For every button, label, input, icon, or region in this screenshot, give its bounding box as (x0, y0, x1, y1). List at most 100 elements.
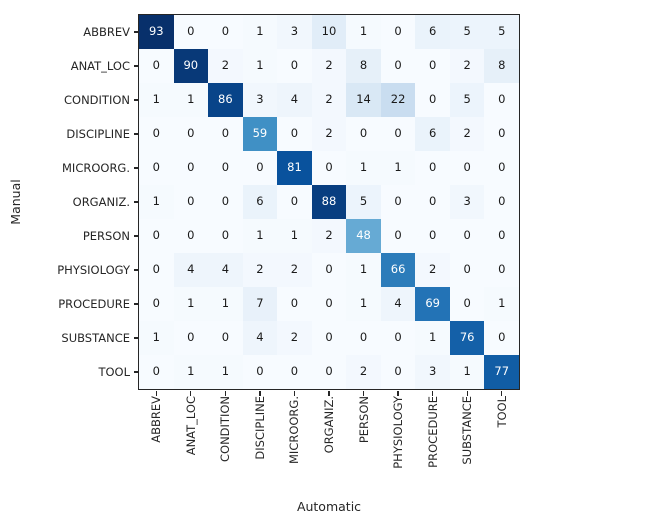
matrix-cell-microorg-microorg: 81 (277, 151, 312, 185)
matrix-cell-abbrev-microorg: 3 (277, 15, 312, 49)
x-tick-label-procedure: PROCEDURE (425, 396, 440, 468)
matrix-cell-procedure-anat-loc: 1 (173, 287, 209, 321)
y-tick-mark (133, 303, 139, 305)
y-tick-mark (133, 167, 139, 169)
matrix-cell-anat-loc-person: 8 (346, 49, 381, 83)
matrix-cell-abbrev-procedure: 6 (415, 15, 450, 49)
matrix-cell-anat-loc-condition: 2 (208, 49, 243, 83)
x-tick-label-discipline: DISCIPLINE (252, 396, 267, 460)
x-tick-label-condition: CONDITION (218, 396, 233, 463)
matrix-cell-physiology-substance: 0 (449, 253, 485, 287)
matrix-cell-tool-discipline: 0 (242, 355, 278, 389)
matrix-cell-person-organiz: 2 (311, 219, 347, 253)
matrix-cell-discipline-procedure: 6 (415, 117, 450, 151)
matrix-cell-condition-discipline: 3 (242, 83, 278, 117)
matrix-cell-physiology-procedure: 2 (415, 253, 450, 287)
matrix-cell-microorg-abbrev: 0 (139, 151, 174, 185)
y-tick-mark (133, 65, 139, 67)
matrix-cell-discipline-tool: 0 (484, 117, 519, 151)
matrix-cell-abbrev-abbrev: 93 (139, 15, 174, 49)
y-tick-label-physiology: PHYSIOLOGY (57, 263, 130, 277)
matrix-cell-physiology-discipline: 2 (242, 253, 278, 287)
y-tick-label-abbrev: ABBREV (83, 25, 130, 39)
matrix-cell-tool-condition: 1 (208, 355, 243, 389)
matrix-cell-organiz-substance: 3 (449, 185, 485, 219)
x-tick-label-person: PERSON (356, 396, 371, 444)
matrix-cell-abbrev-person: 1 (346, 15, 381, 49)
y-tick-label-substance: SUBSTANCE (61, 331, 130, 345)
x-axis-title: Automatic (296, 499, 362, 514)
matrix-cell-person-condition: 0 (208, 219, 243, 253)
matrix-cell-condition-organiz: 2 (311, 83, 347, 117)
matrix-cell-organiz-tool: 0 (484, 185, 519, 219)
matrix-cell-person-discipline: 1 (242, 219, 278, 253)
matrix-cell-procedure-substance: 0 (449, 287, 485, 321)
x-tick-label-abbrev: ABBREV (149, 396, 164, 443)
matrix-cell-condition-tool: 0 (484, 83, 519, 117)
x-tick-mark (501, 390, 503, 396)
matrix-cell-tool-tool: 77 (484, 355, 519, 389)
matrix-cell-physiology-microorg: 2 (277, 253, 312, 287)
matrix-cell-tool-abbrev: 0 (139, 355, 174, 389)
matrix-cell-tool-procedure: 3 (415, 355, 450, 389)
matrix-cell-organiz-person: 5 (346, 185, 381, 219)
x-tick-mark (362, 390, 365, 396)
matrix-cell-substance-organiz: 0 (311, 321, 347, 355)
matrix-cell-physiology-anat-loc: 4 (173, 253, 209, 287)
y-tick-label-condition: CONDITION (63, 93, 130, 107)
x-tick-mark (397, 390, 399, 396)
matrix-cell-microorg-condition: 0 (208, 151, 243, 185)
matrix-cell-tool-organiz: 0 (311, 355, 347, 389)
matrix-cell-microorg-tool: 0 (484, 151, 519, 185)
matrix-cell-anat-loc-substance: 2 (449, 49, 485, 83)
matrix-cell-discipline-condition: 0 (208, 117, 243, 151)
matrix-cell-discipline-physiology: 0 (380, 117, 416, 151)
matrix-cell-condition-person: 14 (346, 83, 381, 117)
matrix-cell-physiology-physiology: 66 (380, 253, 416, 287)
matrix-cell-anat-loc-physiology: 0 (380, 49, 416, 83)
matrix-cell-abbrev-substance: 5 (449, 15, 485, 49)
matrix-cell-microorg-substance: 0 (449, 151, 485, 185)
matrix-cell-condition-substance: 5 (449, 83, 485, 117)
matrix-cell-anat-loc-procedure: 0 (415, 49, 450, 83)
matrix-cell-tool-substance: 1 (449, 355, 485, 389)
matrix-cell-microorg-procedure: 0 (415, 151, 450, 185)
matrix-cell-substance-abbrev: 1 (139, 321, 174, 355)
matrix-cell-organiz-abbrev: 1 (139, 185, 174, 219)
matrix-cell-organiz-organiz: 88 (311, 185, 347, 219)
matrix-cell-abbrev-tool: 5 (484, 15, 519, 49)
matrix-cell-physiology-abbrev: 0 (139, 253, 174, 287)
matrix-cell-organiz-physiology: 0 (380, 185, 416, 219)
matrix-cell-discipline-anat-loc: 0 (173, 117, 209, 151)
y-tick-label-procedure: PROCEDURE (58, 297, 130, 311)
matrix-cell-condition-physiology: 22 (380, 83, 416, 117)
matrix-cell-abbrev-organiz: 10 (311, 15, 347, 49)
y-tick-mark (133, 133, 139, 135)
y-tick-label-microorg: MICROORG. (62, 161, 130, 175)
matrix-cell-tool-anat-loc: 1 (173, 355, 209, 389)
x-tick-mark (190, 390, 192, 396)
y-tick-mark (133, 337, 139, 339)
matrix-cell-organiz-microorg: 0 (277, 185, 312, 219)
matrix-cell-organiz-condition: 0 (208, 185, 243, 219)
x-tick-mark (224, 390, 226, 396)
x-tick-mark (431, 390, 434, 396)
matrix-cell-microorg-organiz: 0 (311, 151, 347, 185)
x-tick-mark (155, 390, 157, 396)
matrix-cell-person-anat-loc: 0 (173, 219, 209, 253)
matrix-cell-condition-anat-loc: 1 (173, 83, 209, 117)
matrix-cell-procedure-condition: 1 (208, 287, 243, 321)
matrix-cell-procedure-physiology: 4 (380, 287, 416, 321)
matrix-cell-procedure-procedure: 69 (415, 287, 450, 321)
matrix-cell-tool-person: 2 (346, 355, 381, 389)
matrix-cell-anat-loc-tool: 8 (484, 49, 519, 83)
matrix-cell-microorg-physiology: 1 (380, 151, 416, 185)
matrix-cell-condition-abbrev: 1 (139, 83, 174, 117)
matrix-cell-substance-tool: 0 (484, 321, 519, 355)
matrix-cell-discipline-abbrev: 0 (139, 117, 174, 151)
matrix-cell-anat-loc-organiz: 2 (311, 49, 347, 83)
matrix-cell-anat-loc-anat-loc: 90 (173, 49, 209, 83)
x-tick-label-organiz: ORGANIZ. (322, 396, 336, 454)
matrix-cell-person-tool: 0 (484, 219, 519, 253)
matrix-cell-physiology-tool: 0 (484, 253, 519, 287)
